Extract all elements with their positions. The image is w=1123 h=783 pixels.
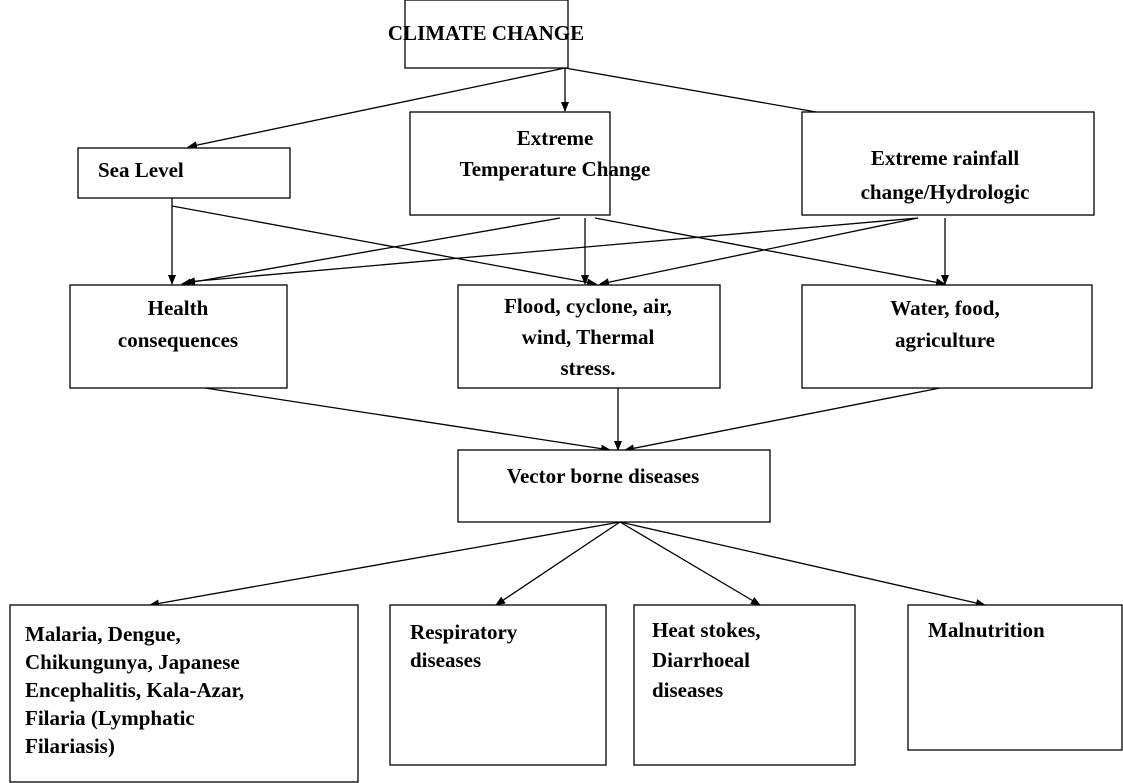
node: Sea Level — [77, 147, 291, 199]
node-box — [9, 604, 359, 783]
node-label: Extreme — [517, 126, 594, 150]
node-box — [409, 111, 611, 216]
node: Heat stokes, Diarrhoeal diseases — [633, 604, 856, 766]
node-label: Diarrhoeal — [652, 648, 750, 672]
node-box — [801, 111, 1095, 216]
node: Malaria, Dengue, Chikungunya, Japanese Enc… — [9, 604, 359, 783]
node: CLIMATE CHANGE — [388, 0, 584, 69]
node-box — [389, 604, 607, 766]
node-box — [907, 604, 1123, 751]
node-label: Malaria, Dengue, — [25, 622, 181, 646]
arrow — [619, 521, 761, 606]
node-label: agriculture — [895, 328, 995, 352]
node-box — [77, 147, 291, 199]
arrow — [495, 521, 621, 606]
node-label: Heat stokes, — [652, 618, 761, 642]
node-box — [457, 284, 721, 389]
node-label: Temperature Change — [460, 157, 651, 181]
node-label: Flood, cyclone, air, — [504, 294, 672, 318]
node-label: Health — [148, 296, 209, 320]
arrow — [149, 521, 621, 608]
node-box — [633, 604, 856, 766]
node-label: consequences — [118, 328, 238, 352]
arrow — [599, 217, 919, 287]
node-label: CLIMATE CHANGE — [388, 21, 584, 45]
node-label: Water, food, — [890, 296, 999, 320]
node-label: Encephalitis, Kala-Azar, — [25, 678, 244, 702]
node: Extreme rainfall change/Hydrologic — [801, 111, 1095, 216]
node-label: change/Hydrologic — [861, 180, 1030, 204]
node: Extreme Temperature Change — [409, 111, 651, 216]
node-box — [801, 284, 1093, 389]
node: Flood, cyclone, air, wind, Thermal stress. — [457, 284, 721, 389]
arrow — [181, 217, 561, 287]
node-label: stress. — [560, 356, 615, 380]
arrow — [624, 387, 941, 453]
arrow — [185, 217, 919, 286]
node: Malnutrition — [907, 604, 1123, 751]
node-label: diseases — [652, 678, 723, 702]
node-label: Chikungunya, Japanese — [25, 650, 240, 674]
node-box — [404, 0, 569, 69]
nodes: CLIMATE CHANGE Sea Level Extreme Temperatur… — [9, 0, 1123, 783]
node: Respiratory diseases — [389, 604, 607, 766]
node: Health consequences — [69, 284, 288, 389]
arrow — [204, 387, 611, 453]
arrow — [187, 67, 566, 150]
node-label: Respiratory — [410, 620, 518, 644]
node-label: Vector borne diseases — [507, 464, 700, 488]
node-label: Filaria (Lymphatic — [25, 706, 195, 730]
node-box — [69, 284, 288, 389]
node-box — [457, 449, 771, 523]
arrow — [619, 521, 986, 607]
node: Vector borne diseases — [457, 449, 771, 523]
arrows — [149, 67, 986, 608]
node-label: Filariasis) — [25, 734, 115, 758]
arrow — [171, 205, 597, 287]
node-label: diseases — [410, 648, 481, 672]
node-label: Sea Level — [98, 158, 184, 182]
node-label: Malnutrition — [928, 618, 1045, 642]
node-label: Extreme rainfall — [871, 146, 1019, 170]
node: Water, food, agriculture — [801, 284, 1093, 389]
arrow — [594, 217, 946, 287]
node-label: wind, Thermal — [522, 325, 655, 349]
